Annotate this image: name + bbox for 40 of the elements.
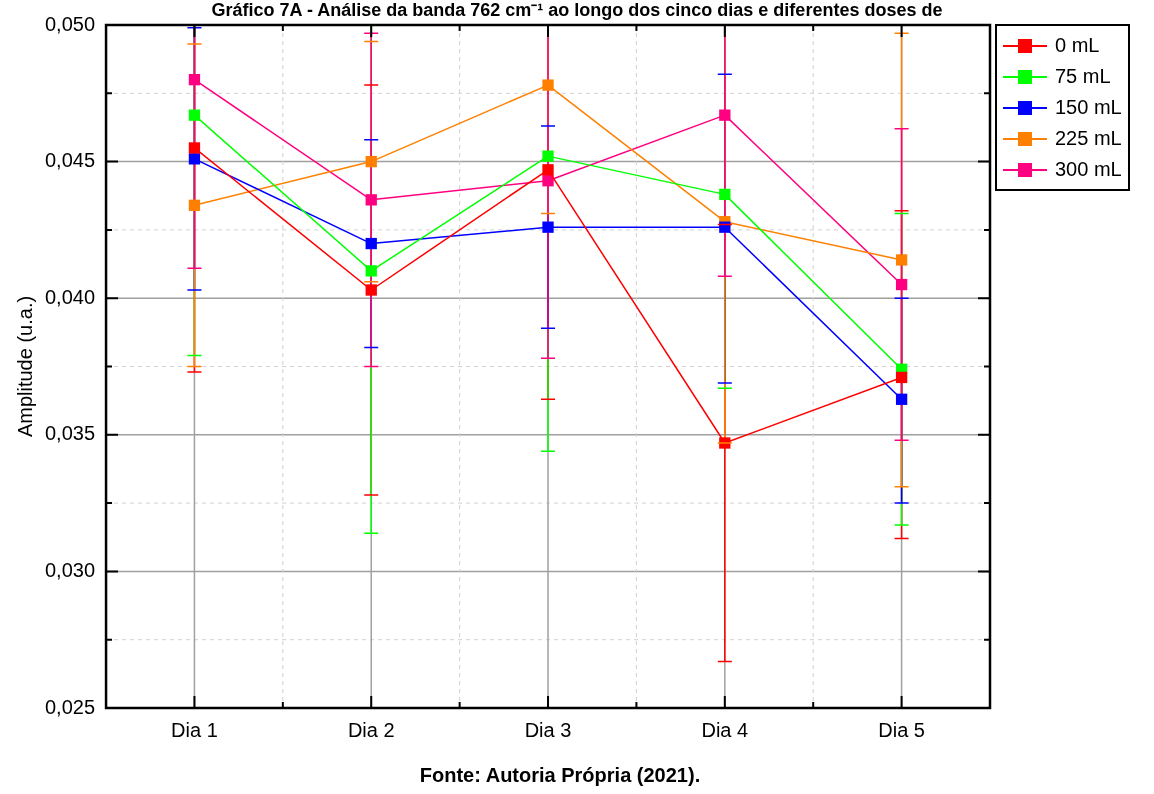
point bbox=[719, 109, 731, 121]
x-tick-label: Dia 5 bbox=[878, 718, 925, 741]
legend-label: 150 mL bbox=[1055, 96, 1122, 119]
point bbox=[895, 393, 908, 405]
point bbox=[365, 265, 377, 277]
legend-label: 75 mL bbox=[1055, 65, 1111, 88]
point bbox=[188, 199, 201, 211]
point bbox=[895, 254, 908, 266]
point bbox=[895, 371, 908, 384]
point bbox=[542, 221, 554, 233]
point bbox=[719, 188, 731, 201]
y-tick-label: 0,025 bbox=[44, 695, 96, 718]
y-tick-label: 0,050 bbox=[44, 12, 96, 35]
point bbox=[365, 155, 377, 168]
y-tick-label: 0,035 bbox=[44, 422, 96, 445]
point bbox=[365, 237, 377, 250]
legend-label: 225 mL bbox=[1055, 127, 1122, 150]
y-tick-label: 0,045 bbox=[44, 149, 96, 172]
point bbox=[188, 153, 201, 165]
point bbox=[365, 194, 377, 206]
point bbox=[365, 284, 377, 296]
point bbox=[895, 278, 908, 291]
point bbox=[542, 164, 554, 176]
x-tick-label: Dia 2 bbox=[347, 718, 395, 741]
legend-label: 300 mL bbox=[1055, 158, 1122, 181]
y-axis-title: Amplitude (u.a.) bbox=[13, 295, 36, 438]
point bbox=[188, 142, 201, 154]
point bbox=[542, 150, 554, 162]
x-tick-label: Dia 3 bbox=[524, 718, 572, 741]
x-tick-label: Dia 1 bbox=[171, 718, 218, 741]
point bbox=[542, 175, 554, 187]
y-tick-label: 0,030 bbox=[44, 558, 96, 581]
legend-label: 0 mL bbox=[1055, 34, 1100, 57]
chart-title: Gráfico 7A - Análise da banda 762 cm⁻¹ ao longo dos cinco dias e diferentes doses de bbox=[211, 0, 943, 20]
point bbox=[188, 73, 201, 86]
point bbox=[542, 79, 554, 91]
point bbox=[188, 109, 201, 121]
x-tick-label: Dia 4 bbox=[701, 718, 749, 741]
source-note: Fonte: Autoria Própria (2021). bbox=[418, 764, 702, 787]
y-tick-label: 0,040 bbox=[44, 285, 96, 308]
